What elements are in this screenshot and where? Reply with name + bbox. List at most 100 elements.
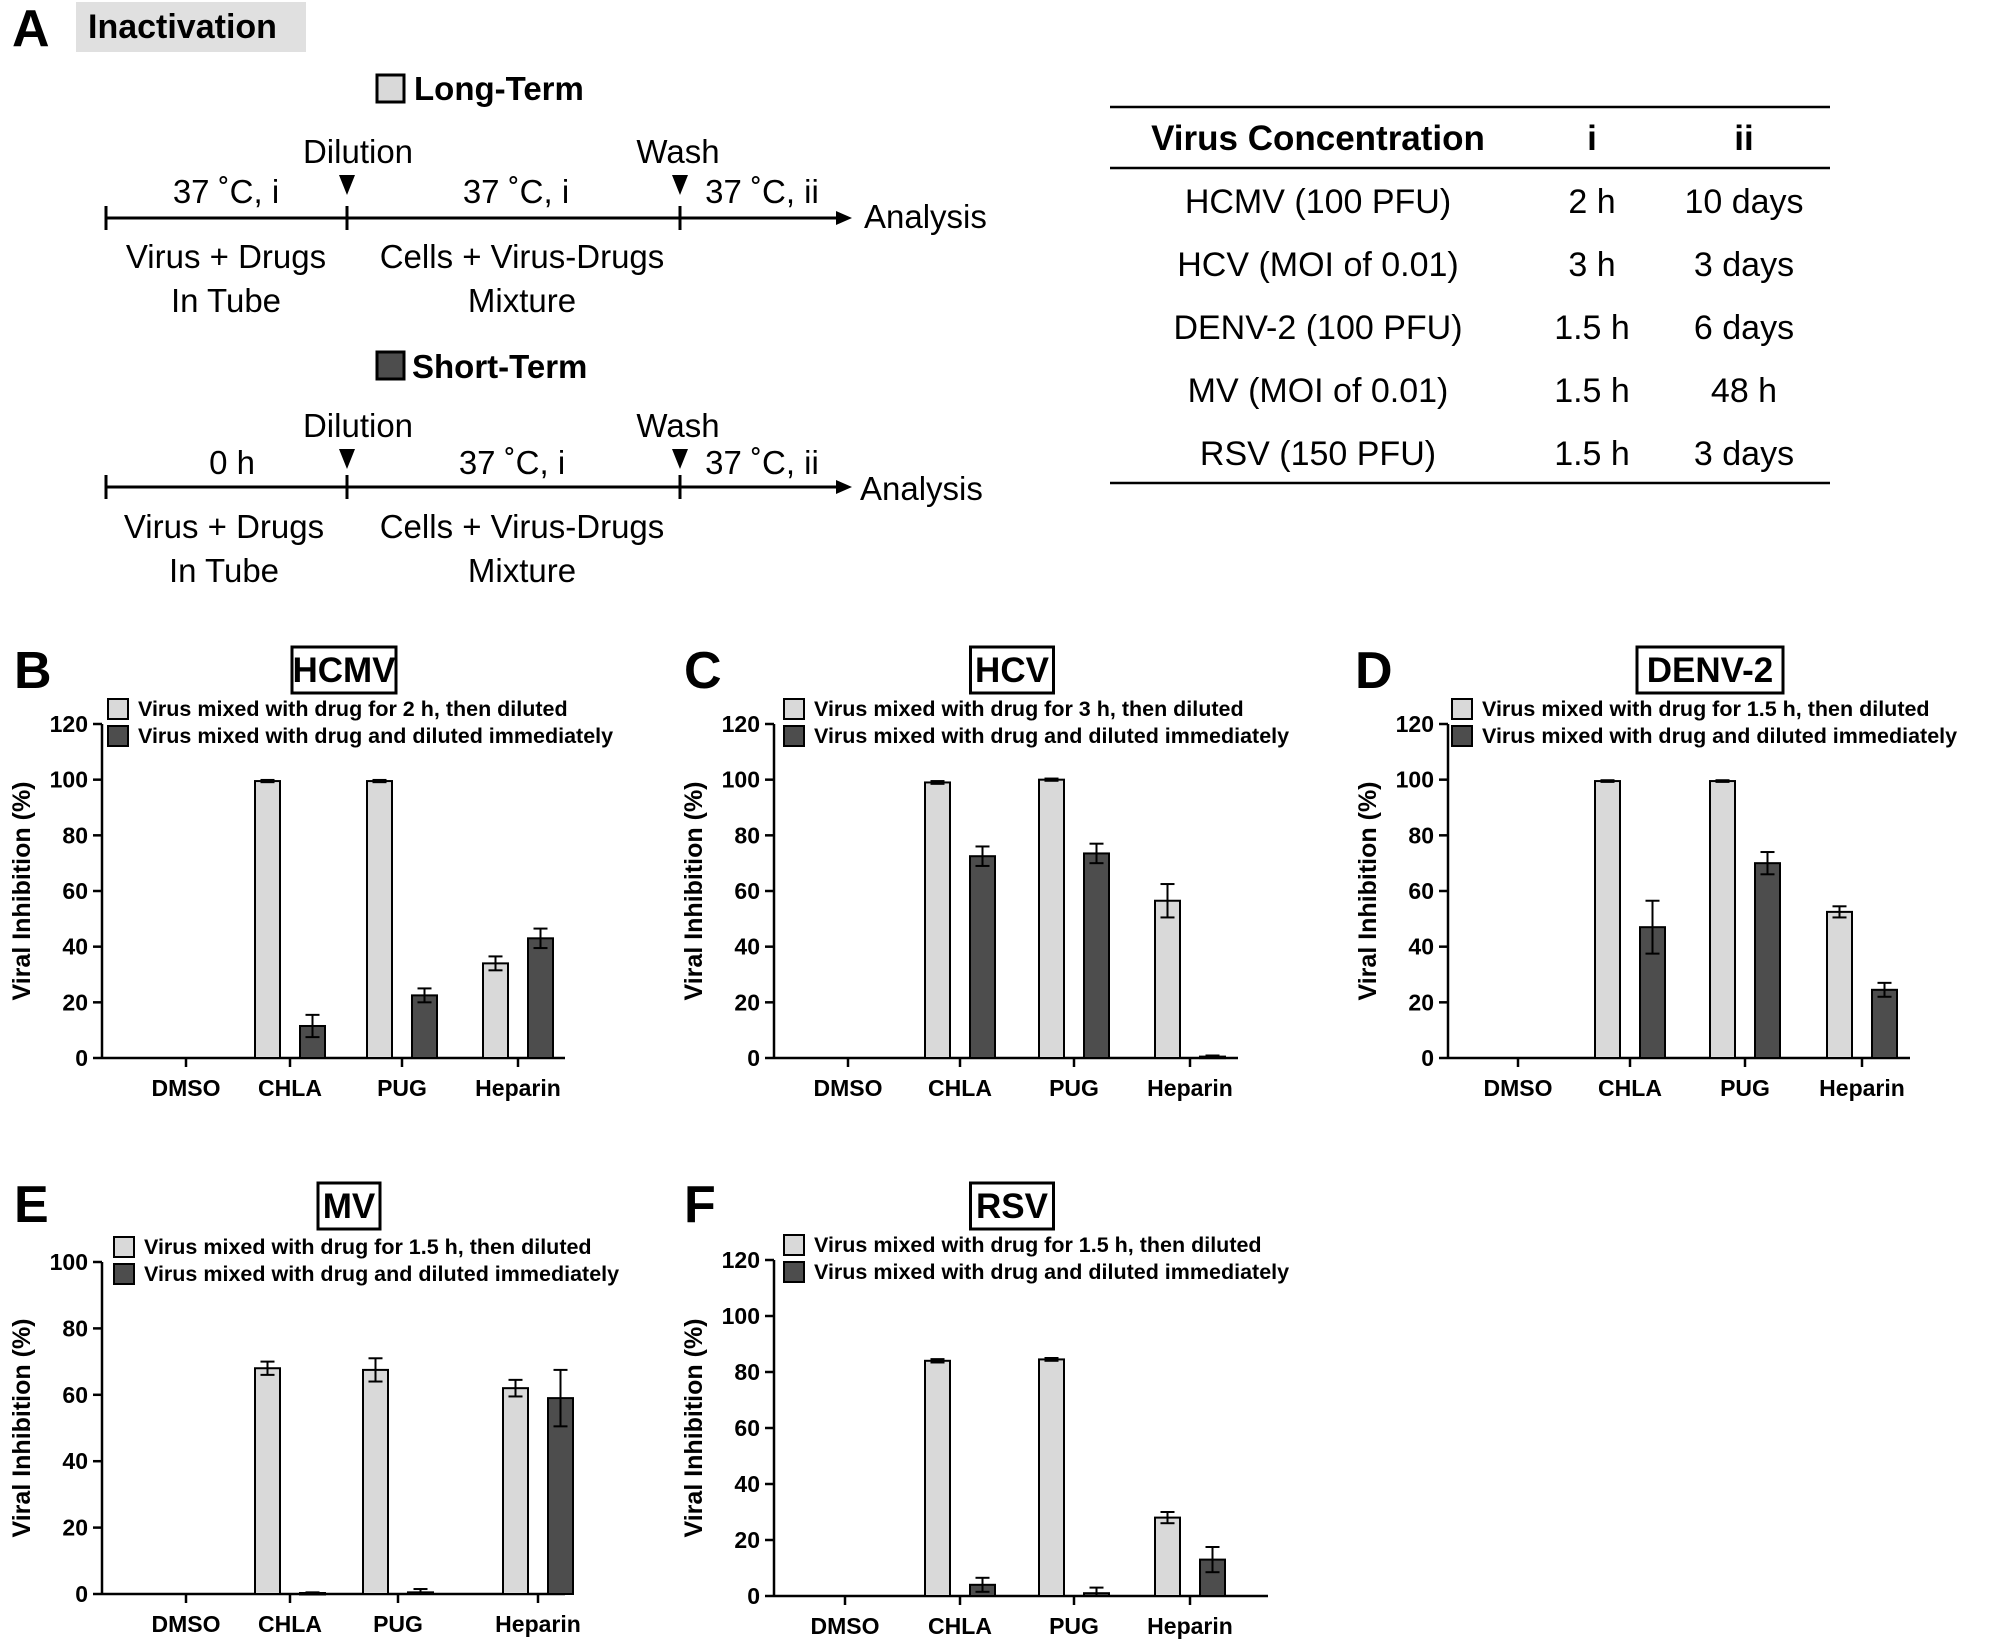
legend-label: Virus mixed with drug and diluted immedi… [138, 724, 613, 748]
y-tick-label: 120 [50, 711, 88, 737]
chart-title: MV [323, 1187, 376, 1226]
step1-desc-line1: Virus + Drugs [126, 238, 326, 275]
analysis-label: Analysis [864, 198, 987, 235]
x-tick-label: Heparin [1147, 1613, 1233, 1639]
dilution-marker [339, 175, 355, 195]
panel-letter: B [14, 642, 52, 700]
panel-letter: D [1355, 642, 1393, 700]
y-tick-label: 20 [734, 1527, 760, 1553]
bar [924, 781, 951, 1059]
y-tick-label: 80 [734, 822, 760, 848]
legend-label: Virus mixed with drug for 1.5 h, then di… [144, 1235, 592, 1259]
chart-title: RSV [976, 1187, 1049, 1226]
wash-label: Wash [636, 133, 719, 170]
legend-swatch [1451, 725, 1473, 747]
bar [482, 962, 509, 1059]
step1-time: 37 ˚C, i [173, 173, 279, 210]
y-tick-label: 20 [62, 989, 88, 1015]
legend-swatch [783, 725, 805, 747]
chart-panel-c: C HCV 0 20 40 60 80 100 120 Viral Inhibition (%) D… [680, 642, 1289, 1101]
bar [366, 780, 393, 1060]
step1-time: 0 h [209, 444, 255, 481]
table-cell: 3 days [1694, 435, 1794, 473]
legend-label: Virus mixed with drug and diluted immedi… [814, 1260, 1289, 1284]
y-tick-label: 80 [62, 822, 88, 848]
panel-letter: A [12, 0, 50, 58]
bar [1154, 899, 1181, 1059]
wash-label: Wash [636, 407, 719, 444]
panel-a: A Inactivation Long-Term Dilution Wash 3… [12, 0, 1830, 589]
legend-label: Virus mixed with drug for 3 h, then dilu… [814, 697, 1244, 721]
table-cell: 10 days [1684, 183, 1803, 221]
x-tick-label: CHLA [258, 1611, 322, 1637]
chart-title-box [1635, 645, 1785, 695]
bar [411, 994, 438, 1059]
legend-swatch [783, 1261, 805, 1283]
y-axis-label: Viral Inhibition (%) [680, 1319, 708, 1538]
bar [1083, 852, 1110, 1059]
chart-title-box [290, 645, 398, 695]
legend-label: Virus mixed with drug and diluted immedi… [814, 724, 1289, 748]
timeline-arrowhead [836, 211, 852, 225]
table-cell: 48 h [1711, 372, 1777, 410]
step2-time: 37 ˚C, i [463, 173, 569, 210]
x-tick-label: PUG [1049, 1613, 1099, 1639]
y-tick-label: 40 [734, 934, 760, 960]
chart-title: HCV [975, 651, 1050, 690]
table-cell: 1.5 h [1554, 309, 1630, 347]
legend-label: Virus mixed with drug for 1.5 h, then di… [814, 1233, 1262, 1257]
y-tick-label: 100 [50, 1249, 88, 1275]
x-tick-label: PUG [1720, 1075, 1770, 1101]
bar [362, 1368, 389, 1596]
x-tick-label: DMSO [152, 1611, 221, 1637]
step1-desc-line1: Virus + Drugs [124, 508, 324, 545]
legend-swatch [107, 698, 129, 720]
x-tick-label: CHLA [928, 1075, 992, 1101]
chart-title: HCMV [292, 651, 396, 690]
y-tick-label: 0 [1421, 1045, 1434, 1071]
table-cell: 1.5 h [1554, 372, 1630, 410]
step2-time: 37 ˚C, i [459, 444, 565, 481]
table-cell: RSV (150 PFU) [1200, 435, 1436, 473]
y-tick-label: 100 [722, 1303, 760, 1329]
y-tick-label: 40 [1408, 934, 1434, 960]
y-tick-label: 20 [62, 1515, 88, 1541]
table-cell: HCMV (100 PFU) [1185, 183, 1451, 221]
panel-title: Inactivation [88, 8, 277, 46]
chart-panel-f: F RSV 0 20 40 60 80 100 120 Viral Inhibition (%) D… [680, 1176, 1289, 1639]
y-tick-label: 80 [734, 1359, 760, 1385]
bar [1154, 1516, 1181, 1597]
panel-letter: E [14, 1176, 49, 1234]
y-tick-label: 40 [62, 934, 88, 960]
short-term-timeline: Short-Term Dilution Wash 0 h 37 ˚C, i 37… [104, 348, 983, 589]
chart-title-box [969, 1181, 1055, 1231]
bar [1038, 778, 1065, 1060]
table-cell: 3 days [1694, 246, 1794, 284]
table-cell: 6 days [1694, 309, 1794, 347]
short-term-swatch [375, 350, 406, 381]
table-header-ii: ii [1734, 119, 1753, 158]
y-tick-label: 100 [50, 767, 88, 793]
conditions-table: Virus Concentration i ii HCMV (100 PFU) … [1110, 105, 1830, 485]
table-cell: DENV-2 (100 PFU) [1173, 309, 1462, 347]
bar [924, 1359, 951, 1598]
step3-time: 37 ˚C, ii [705, 444, 819, 481]
legend-label: Virus mixed with drug and diluted immedi… [1482, 724, 1957, 748]
x-tick-label: Heparin [1147, 1075, 1233, 1101]
y-tick-label: 0 [747, 1045, 760, 1071]
x-tick-label: Heparin [495, 1611, 581, 1637]
x-tick-label: Heparin [475, 1075, 561, 1101]
bar [527, 937, 554, 1059]
panel-letter: F [684, 1176, 716, 1234]
bar [1038, 1358, 1065, 1598]
x-tick-label: CHLA [928, 1613, 992, 1639]
x-tick-label: PUG [373, 1611, 423, 1637]
step2-desc-line1: Cells + Virus-Drugs [380, 238, 665, 275]
long-term-timeline: Long-Term Dilution Wash 37 ˚C, i 37 ˚C, … [104, 70, 987, 319]
short-term-label: Short-Term [412, 348, 587, 385]
y-tick-label: 0 [75, 1581, 88, 1607]
dilution-label: Dilution [303, 133, 413, 170]
legend-label: Virus mixed with drug and diluted immedi… [144, 1262, 619, 1286]
step2-desc-line2: Mixture [468, 282, 576, 319]
